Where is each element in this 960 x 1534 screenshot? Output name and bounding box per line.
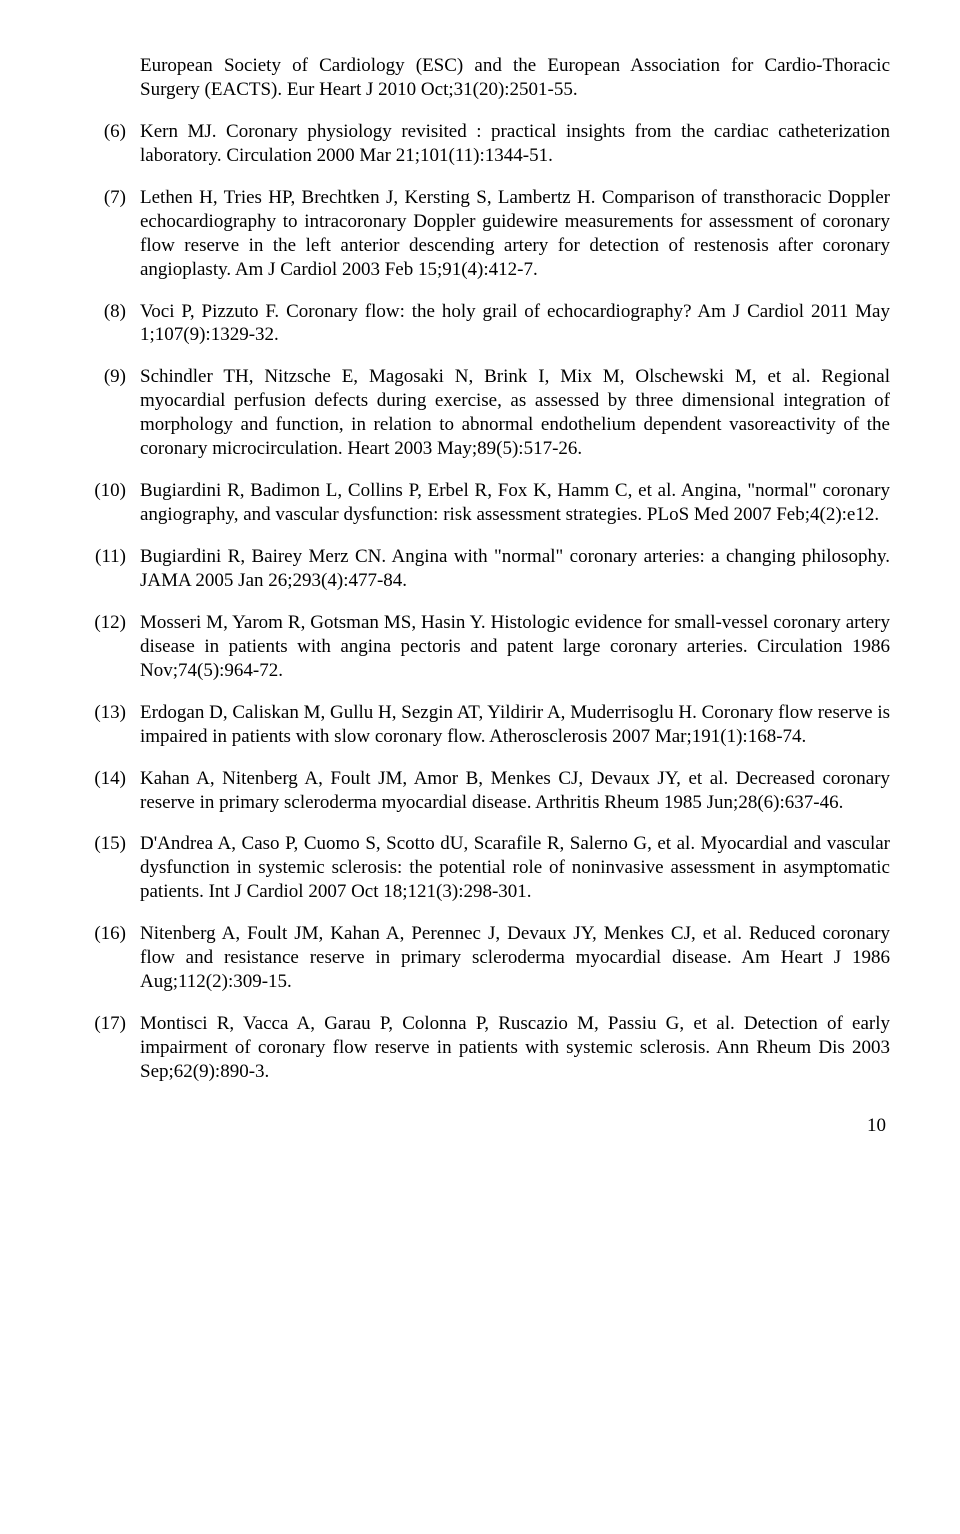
reference-text: European Society of Cardiology (ESC) and… (140, 54, 890, 102)
reference-text: D'Andrea A, Caso P, Cuomo S, Scotto dU, … (140, 832, 890, 904)
reference-item: (11)Bugiardini R, Bairey Merz CN. Angina… (70, 545, 890, 593)
reference-text: Kern MJ. Coronary physiology revisited :… (140, 120, 890, 168)
reference-text: Voci P, Pizzuto F. Coronary flow: the ho… (140, 300, 890, 348)
reference-item: (8)Voci P, Pizzuto F. Coronary flow: the… (70, 300, 890, 348)
reference-item: (14)Kahan A, Nitenberg A, Foult JM, Amor… (70, 767, 890, 815)
reference-list: European Society of Cardiology (ESC) and… (70, 54, 890, 1084)
reference-text: Nitenberg A, Foult JM, Kahan A, Perennec… (140, 922, 890, 994)
reference-marker: (10) (70, 479, 140, 527)
reference-item: (9)Schindler TH, Nitzsche E, Magosaki N,… (70, 365, 890, 461)
reference-marker: (17) (70, 1012, 140, 1084)
reference-text: Bugiardini R, Badimon L, Collins P, Erbe… (140, 479, 890, 527)
reference-text: Erdogan D, Caliskan M, Gullu H, Sezgin A… (140, 701, 890, 749)
reference-item: (10)Bugiardini R, Badimon L, Collins P, … (70, 479, 890, 527)
reference-item: European Society of Cardiology (ESC) and… (70, 54, 890, 102)
reference-item: (12)Mosseri M, Yarom R, Gotsman MS, Hasi… (70, 611, 890, 683)
reference-marker (70, 54, 140, 102)
reference-marker: (12) (70, 611, 140, 683)
reference-item: (6)Kern MJ. Coronary physiology revisite… (70, 120, 890, 168)
reference-text: Mosseri M, Yarom R, Gotsman MS, Hasin Y.… (140, 611, 890, 683)
reference-text: Lethen H, Tries HP, Brechtken J, Kerstin… (140, 186, 890, 282)
reference-marker: (11) (70, 545, 140, 593)
reference-marker: (9) (70, 365, 140, 461)
reference-marker: (16) (70, 922, 140, 994)
reference-item: (15)D'Andrea A, Caso P, Cuomo S, Scotto … (70, 832, 890, 904)
reference-item: (17)Montisci R, Vacca A, Garau P, Colonn… (70, 1012, 890, 1084)
reference-marker: (7) (70, 186, 140, 282)
reference-text: Montisci R, Vacca A, Garau P, Colonna P,… (140, 1012, 890, 1084)
reference-item: (7)Lethen H, Tries HP, Brechtken J, Kers… (70, 186, 890, 282)
reference-text: Bugiardini R, Bairey Merz CN. Angina wit… (140, 545, 890, 593)
reference-marker: (13) (70, 701, 140, 749)
reference-marker: (15) (70, 832, 140, 904)
reference-text: Schindler TH, Nitzsche E, Magosaki N, Br… (140, 365, 890, 461)
reference-item: (16)Nitenberg A, Foult JM, Kahan A, Pere… (70, 922, 890, 994)
page-number: 10 (70, 1114, 890, 1138)
reference-marker: (6) (70, 120, 140, 168)
reference-text: Kahan A, Nitenberg A, Foult JM, Amor B, … (140, 767, 890, 815)
reference-item: (13)Erdogan D, Caliskan M, Gullu H, Sezg… (70, 701, 890, 749)
reference-marker: (8) (70, 300, 140, 348)
reference-marker: (14) (70, 767, 140, 815)
